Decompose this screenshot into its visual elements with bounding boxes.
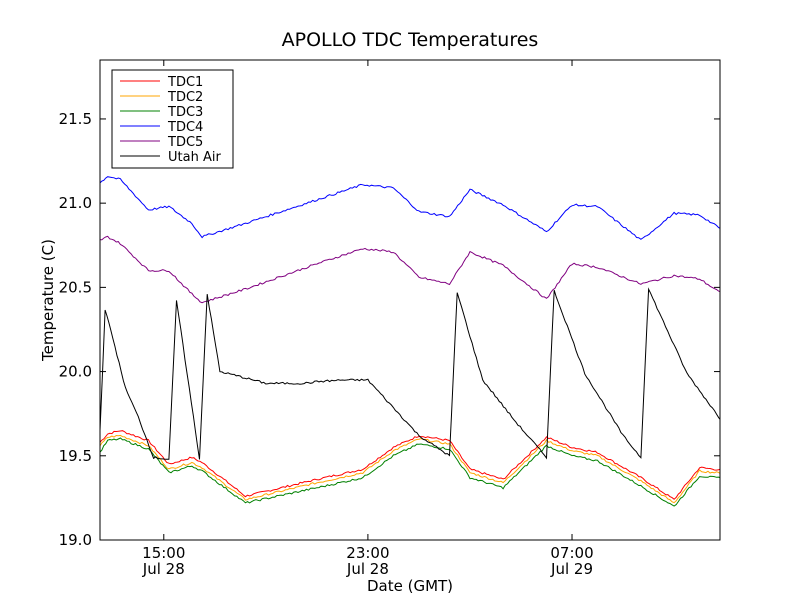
x-tick-label-date: Jul 28 bbox=[346, 560, 389, 578]
chart-title: APOLLO TDC Temperatures bbox=[282, 29, 539, 51]
y-axis-label: Temperature (C) bbox=[39, 239, 57, 362]
series-line-tdc2 bbox=[100, 434, 720, 504]
plot-frame bbox=[99, 59, 721, 541]
x-tick-label-date: Jul 29 bbox=[550, 560, 593, 578]
y-tick-label: 21.5 bbox=[59, 110, 92, 128]
legend-label: TDC5 bbox=[167, 135, 203, 150]
series-line-tdc4 bbox=[100, 176, 720, 240]
y-tick-label: 19.0 bbox=[59, 531, 92, 549]
legend-label: TDC3 bbox=[167, 105, 203, 120]
y-tick-label: 20.0 bbox=[59, 363, 92, 381]
series-line-tdc3 bbox=[100, 437, 720, 507]
x-axis-label: Date (GMT) bbox=[367, 577, 453, 595]
y-tick-label: 20.5 bbox=[59, 278, 92, 296]
legend-box bbox=[111, 69, 234, 169]
y-tick-label: 19.5 bbox=[59, 447, 92, 465]
legend-label: TDC2 bbox=[167, 90, 203, 105]
legend-label: Utah Air bbox=[168, 150, 221, 165]
legend-label: TDC1 bbox=[167, 75, 203, 90]
series-line-utah-air bbox=[100, 287, 720, 460]
x-tick-label-time: 07:00 bbox=[550, 544, 593, 562]
y-tick-label: 21.0 bbox=[59, 194, 92, 212]
series-line-tdc1 bbox=[100, 430, 720, 500]
plot-area bbox=[100, 176, 720, 507]
x-tick-label-time: 23:00 bbox=[346, 544, 389, 562]
series-line-tdc5 bbox=[100, 235, 720, 304]
x-tick-label-date: Jul 28 bbox=[142, 560, 185, 578]
x-tick-label-time: 15:00 bbox=[142, 544, 185, 562]
legend-label: TDC4 bbox=[167, 120, 203, 135]
